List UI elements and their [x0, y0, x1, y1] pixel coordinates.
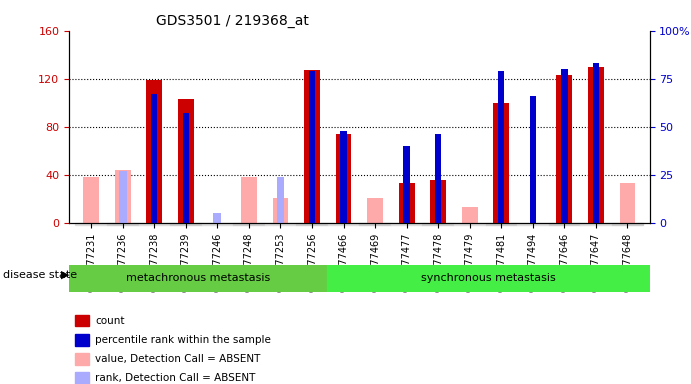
Bar: [430, 180, 446, 223]
Text: metachronous metastasis: metachronous metastasis: [126, 273, 270, 283]
Bar: [549, 223, 580, 225]
Bar: [214, 213, 221, 223]
Bar: [115, 170, 131, 223]
Text: value, Detection Call = ABSENT: value, Detection Call = ABSENT: [95, 354, 261, 364]
Bar: [84, 177, 99, 223]
Bar: [265, 223, 296, 225]
Bar: [339, 179, 348, 223]
Bar: [69, 265, 327, 292]
Bar: [75, 372, 89, 384]
Bar: [146, 80, 162, 223]
Bar: [233, 223, 265, 225]
Bar: [435, 134, 442, 223]
Bar: [588, 67, 604, 223]
Bar: [151, 94, 158, 223]
Bar: [138, 223, 170, 225]
Bar: [498, 71, 504, 223]
Bar: [276, 177, 285, 223]
Bar: [75, 223, 107, 225]
Bar: [75, 315, 89, 326]
Bar: [328, 223, 359, 225]
Bar: [296, 223, 328, 225]
Bar: [391, 223, 422, 225]
Bar: [593, 63, 599, 223]
Bar: [620, 183, 635, 223]
Bar: [367, 197, 383, 223]
Text: rank, Detection Call = ABSENT: rank, Detection Call = ABSENT: [95, 373, 256, 383]
Bar: [561, 69, 567, 223]
Bar: [341, 131, 347, 223]
Bar: [182, 113, 189, 223]
Bar: [241, 177, 257, 223]
Bar: [493, 103, 509, 223]
Text: synchronous metastasis: synchronous metastasis: [421, 273, 556, 283]
Bar: [327, 265, 650, 292]
Bar: [612, 223, 643, 225]
Bar: [517, 223, 549, 225]
Bar: [202, 223, 233, 225]
Bar: [309, 71, 315, 223]
Bar: [486, 223, 517, 225]
Bar: [454, 223, 486, 225]
Bar: [422, 223, 454, 225]
Bar: [399, 183, 415, 223]
Bar: [434, 180, 442, 223]
Bar: [119, 171, 126, 223]
Text: disease state: disease state: [3, 270, 77, 280]
Bar: [556, 75, 572, 223]
Bar: [592, 175, 600, 223]
Bar: [462, 207, 477, 223]
Text: GDS3501 / 219368_at: GDS3501 / 219368_at: [156, 14, 309, 28]
Bar: [178, 99, 193, 223]
Bar: [170, 223, 202, 225]
Text: count: count: [95, 316, 124, 326]
Bar: [336, 134, 352, 223]
Bar: [359, 223, 391, 225]
Bar: [272, 197, 288, 223]
Bar: [404, 146, 410, 223]
Bar: [75, 353, 89, 365]
Bar: [107, 223, 138, 225]
Bar: [580, 223, 612, 225]
Text: percentile rank within the sample: percentile rank within the sample: [95, 335, 271, 345]
Text: ▶: ▶: [61, 270, 69, 280]
Bar: [304, 70, 320, 223]
Bar: [530, 96, 536, 223]
Bar: [75, 334, 89, 346]
